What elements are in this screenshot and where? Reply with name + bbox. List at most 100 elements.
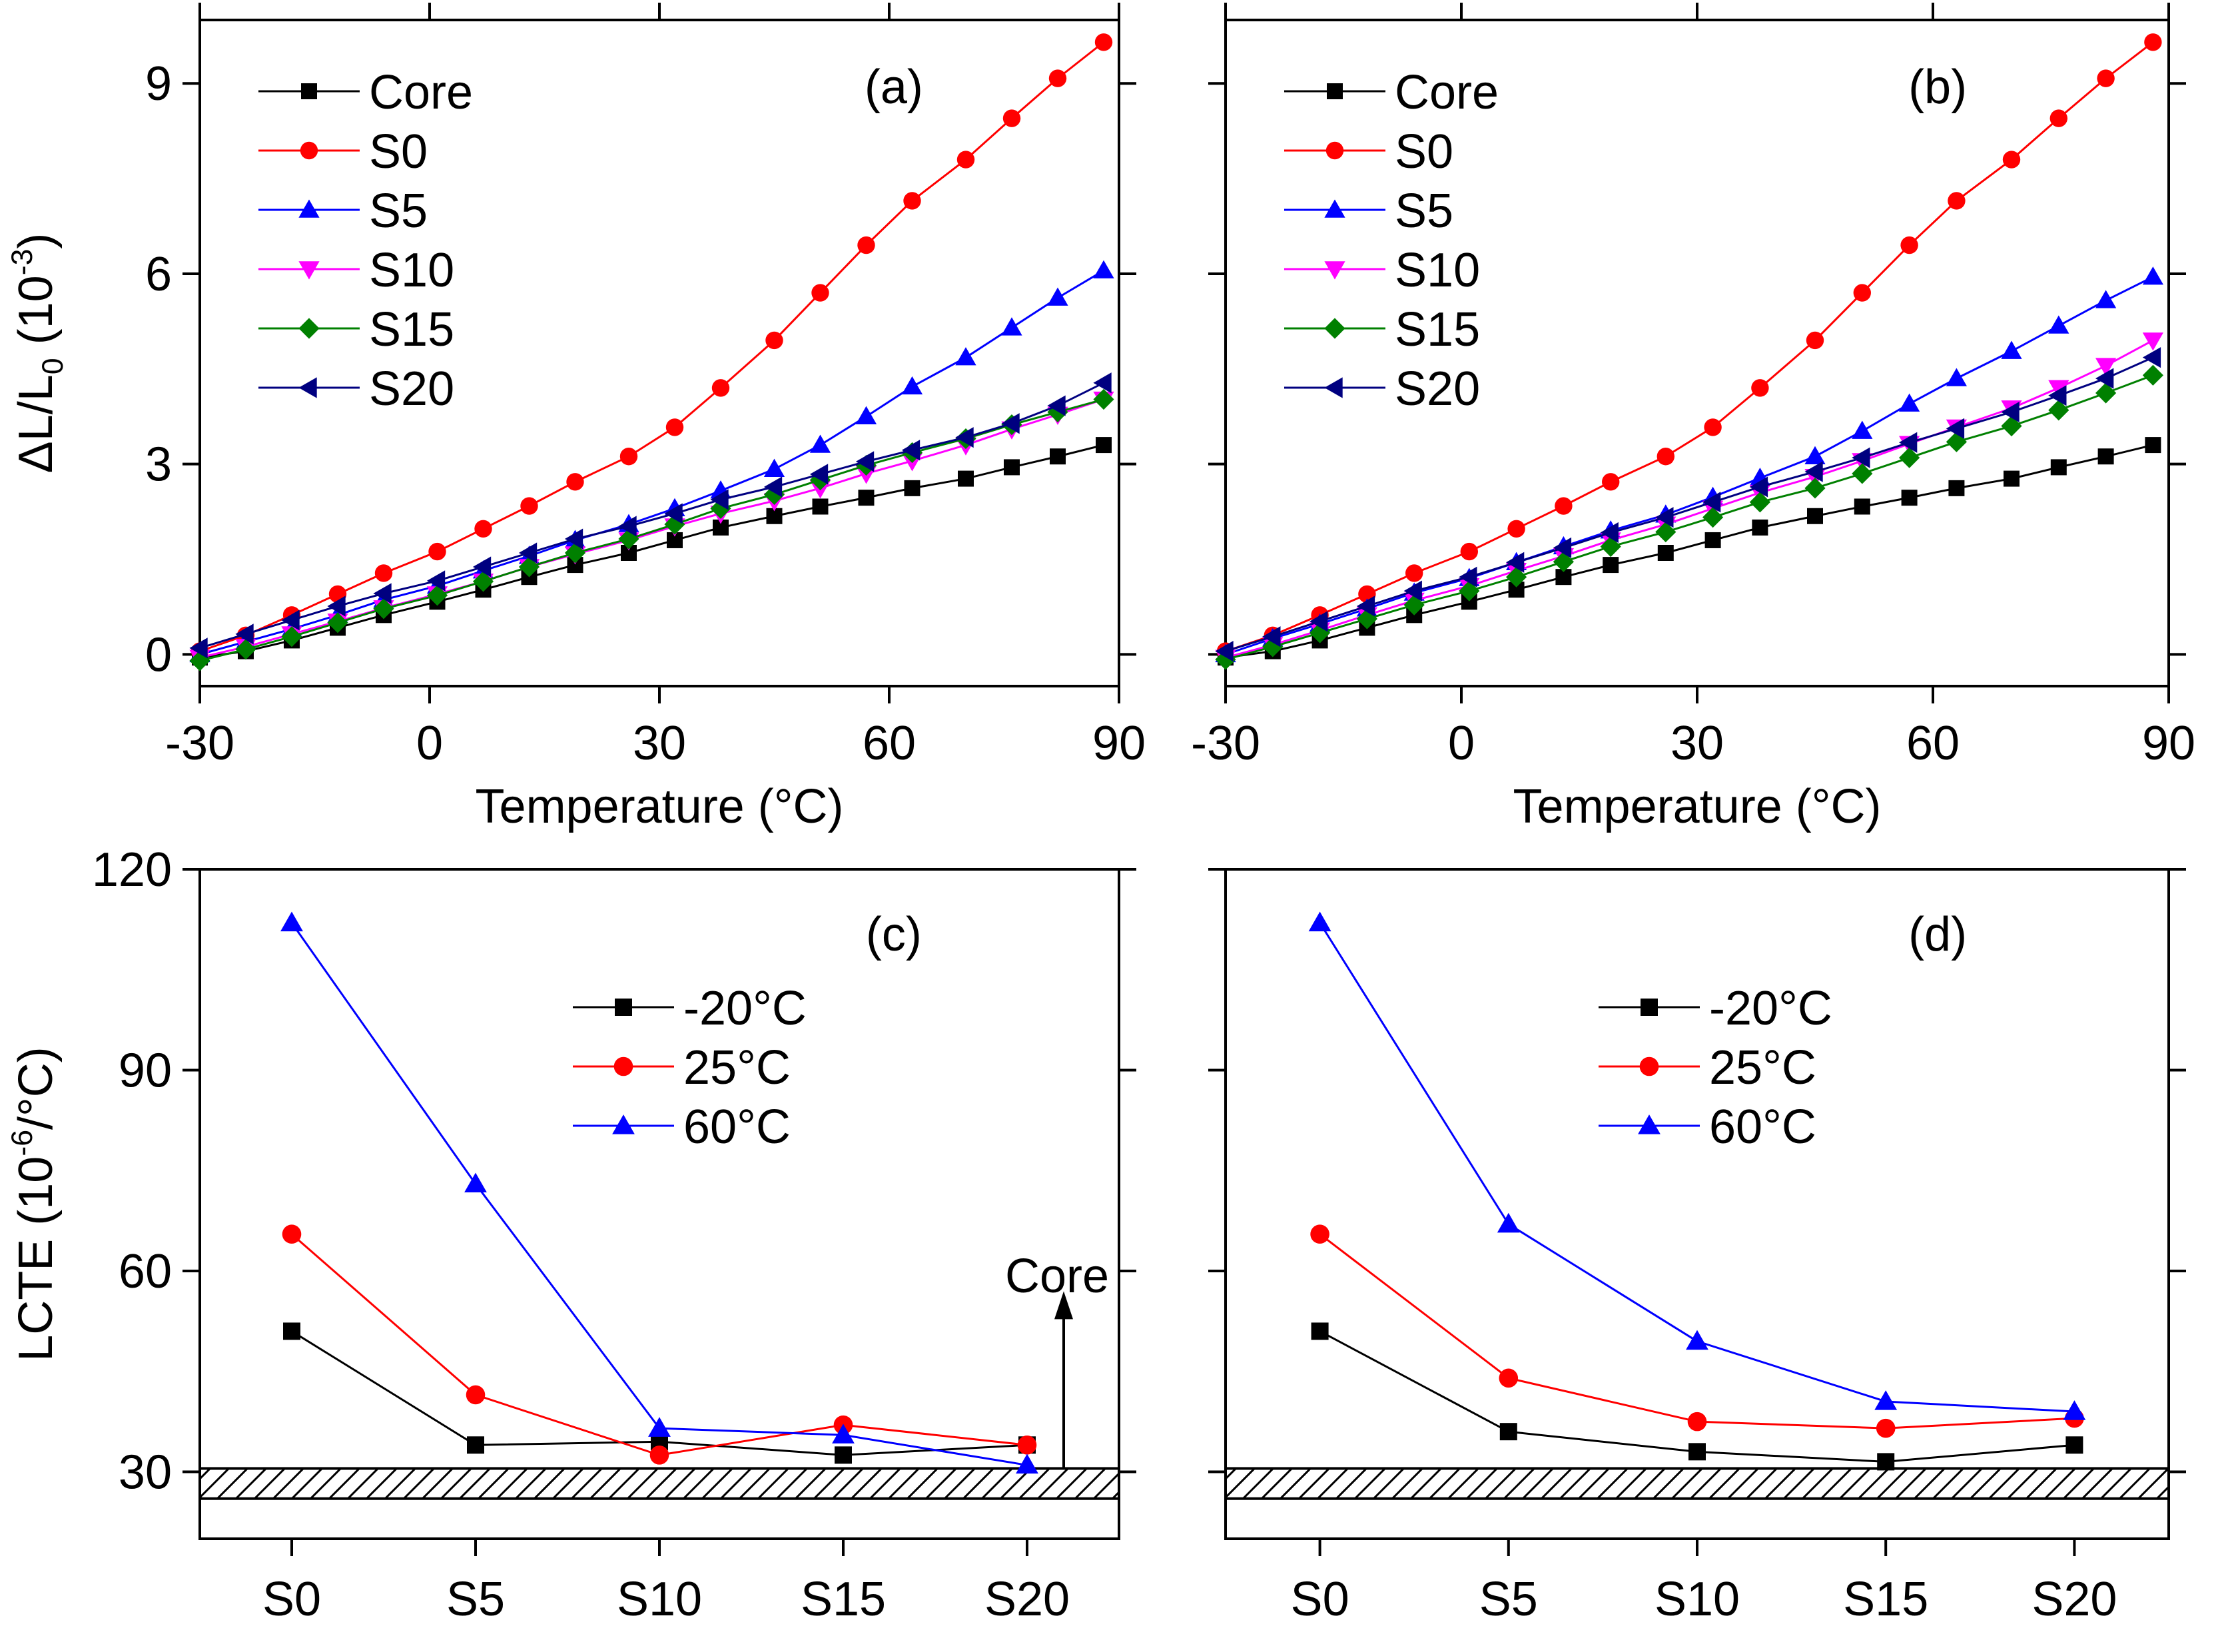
- data-point: [373, 598, 394, 620]
- panel-label: (c): [866, 908, 922, 961]
- data-point: [327, 596, 346, 617]
- x-tick-label: S15: [1843, 1573, 1928, 1626]
- y-axis-label-unit-open: (10: [9, 1156, 63, 1239]
- data-point: [1001, 413, 1020, 434]
- data-point: [1688, 1443, 1706, 1461]
- data-point: [281, 610, 300, 631]
- legend-marker: [612, 1114, 635, 1134]
- series-line: [199, 398, 1104, 659]
- data-point: [520, 497, 538, 515]
- data-point: [2142, 347, 2161, 368]
- legend-marker: [298, 261, 320, 280]
- data-point: [1506, 552, 1525, 573]
- core-band: [198, 1467, 1120, 1500]
- legend-marker: [1639, 1056, 1659, 1076]
- panel-b: -30 0 30 60 90 Temperature (°C) (b) Core S0 S5 S10…: [1191, 3, 2195, 833]
- data-point: [1507, 520, 1525, 538]
- data-point: [1497, 1212, 1520, 1233]
- series-25°C: [282, 1224, 1037, 1465]
- data-point: [2097, 69, 2115, 87]
- data-point: [1704, 418, 1722, 436]
- series-S15: [1215, 364, 2163, 670]
- data-point: [809, 434, 831, 453]
- series-60°C: [1308, 911, 2086, 1420]
- data-point: [189, 637, 208, 659]
- data-point: [857, 236, 875, 254]
- data-point: [1806, 331, 1824, 350]
- data-point: [1459, 566, 1477, 588]
- data-point: [1310, 1224, 1329, 1244]
- plot-frame: [1224, 868, 2170, 1540]
- data-point: [2095, 358, 2117, 376]
- x-tick-label: S20: [984, 1573, 1070, 1626]
- x-tick-label: 90: [1092, 717, 1146, 770]
- data-point: [2065, 1436, 2083, 1454]
- data-point: [832, 1424, 855, 1444]
- data-point: [2001, 401, 2020, 423]
- y-tick-label: 120: [92, 843, 172, 897]
- data-point: [711, 379, 730, 397]
- legend-entry: S15: [1395, 303, 1480, 356]
- data-point: [1702, 492, 1721, 513]
- data-point: [1553, 537, 1572, 558]
- data-point: [1506, 566, 1527, 588]
- data-point: [1899, 393, 1920, 412]
- data-point: [426, 570, 446, 592]
- x-tick-label: 90: [2142, 717, 2195, 770]
- data-point: [2048, 400, 2069, 421]
- legend-entry: S20: [1395, 362, 1480, 416]
- data-point: [1807, 508, 1823, 524]
- data-point: [1751, 379, 1769, 397]
- data-point: [1853, 284, 1871, 302]
- data-point: [2048, 380, 2069, 398]
- data-point: [1048, 69, 1067, 87]
- data-point: [1405, 564, 1423, 582]
- legend-marker: [298, 318, 320, 339]
- x-axis-label: Temperature (°C): [476, 780, 844, 833]
- legend-marker: [301, 83, 317, 99]
- y-axis-label-unit-close: ): [9, 233, 63, 249]
- data-point: [664, 514, 685, 535]
- data-point: [955, 427, 974, 448]
- legend-entry: 25°C: [1709, 1041, 1816, 1094]
- data-point: [373, 583, 392, 604]
- data-point: [1017, 1436, 1037, 1455]
- y-tick-label: 60: [119, 1245, 172, 1298]
- data-point: [1704, 532, 1721, 548]
- data-point: [1356, 596, 1375, 617]
- data-point: [189, 650, 210, 671]
- data-point: [474, 520, 492, 538]
- x-tick-label: S5: [1479, 1573, 1538, 1626]
- data-point: [1854, 498, 1870, 515]
- legend: -20°C 25°C 60°C: [573, 982, 807, 1154]
- data-point: [1657, 545, 1674, 561]
- data-point: [428, 542, 446, 561]
- series-S5: [1215, 266, 2163, 663]
- x-tick-label: 0: [1448, 717, 1475, 770]
- series-S20: [1215, 347, 2161, 662]
- data-point: [858, 490, 875, 506]
- data-point: [1016, 1453, 1038, 1474]
- x-tick-label: 0: [416, 717, 443, 770]
- y-axis-label-unit-close: /°C): [9, 1046, 63, 1130]
- y-tick-label: 9: [145, 57, 172, 111]
- data-point: [1308, 911, 1331, 932]
- data-point: [1499, 1423, 1517, 1441]
- y-axis-label-sub: 0: [37, 358, 69, 374]
- data-point: [648, 1417, 671, 1437]
- data-point: [1655, 507, 1674, 528]
- series-S15: [189, 388, 1114, 671]
- data-point: [1047, 287, 1068, 306]
- data-point: [618, 516, 637, 537]
- data-point: [1702, 507, 1724, 528]
- legend: Core S0 S5 S10 S15 S20: [1284, 66, 1499, 416]
- series-Core: [192, 437, 1112, 666]
- series--20°C: [1311, 1322, 2083, 1471]
- data-point: [1555, 497, 1573, 515]
- data-point: [835, 1446, 852, 1464]
- data-point: [619, 448, 638, 466]
- legend-marker: [1324, 377, 1343, 398]
- data-point: [2049, 109, 2067, 127]
- data-point: [1215, 649, 1236, 670]
